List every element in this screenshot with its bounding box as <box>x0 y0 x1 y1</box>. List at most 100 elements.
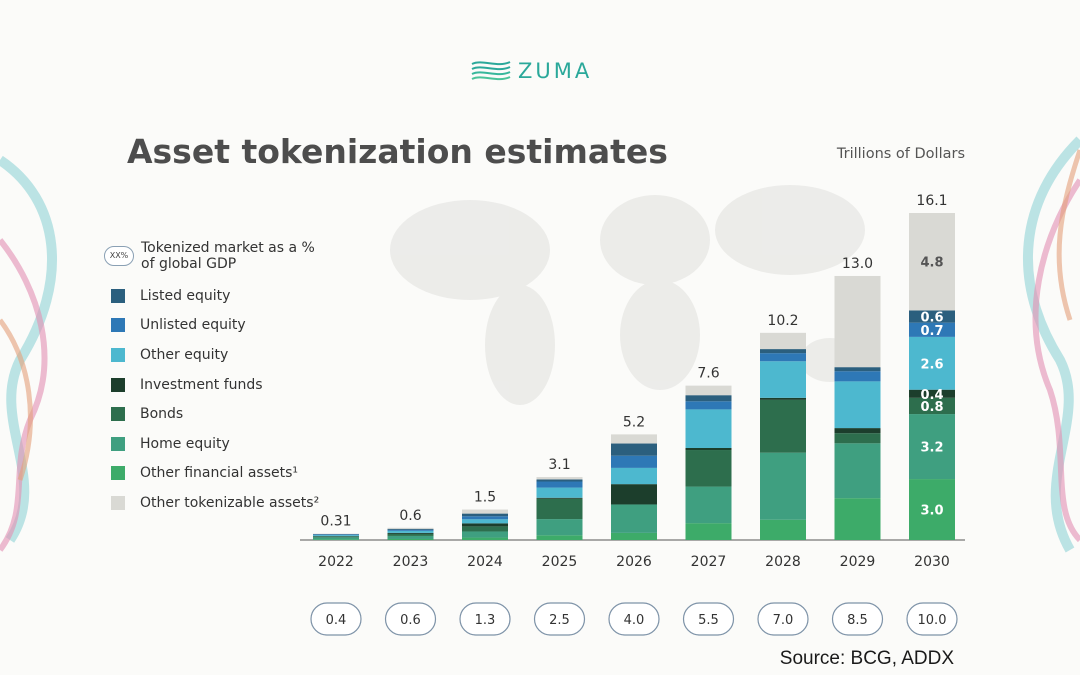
bar-segment <box>685 385 732 396</box>
legend-item: Unlisted equity <box>104 311 364 341</box>
legend-label: Home equity <box>140 435 230 452</box>
segment-label: 0.7 <box>920 324 943 339</box>
gdp-oval <box>459 602 511 636</box>
x-tick-label: 2026 <box>616 554 652 570</box>
bar-segment <box>760 399 806 453</box>
gdp-oval <box>682 602 735 636</box>
bar-segment <box>313 534 359 536</box>
bar-total-label: 0.6 <box>399 508 421 524</box>
bar-total-label: 1.5 <box>474 490 496 506</box>
bar-segment <box>834 381 881 429</box>
legend-label: Other financial assets¹ <box>140 465 299 482</box>
bar-segment <box>685 523 732 540</box>
legend-swatch <box>111 288 125 303</box>
legend-swatch <box>111 436 125 451</box>
gdp-oval <box>831 602 884 636</box>
legend-item: Other equity <box>104 340 364 370</box>
x-tick-label: 2027 <box>691 554 727 570</box>
bar-segment <box>909 310 955 323</box>
zuma-wave-icon <box>471 61 511 81</box>
bar-segment <box>387 538 434 540</box>
bar-segment <box>685 401 732 410</box>
bar-segment <box>760 397 806 400</box>
legend-item: Investment funds <box>104 370 364 400</box>
bar-segment <box>462 526 508 532</box>
legend-gdp-item: XX% Tokenized market as a % of global GD… <box>104 240 364 272</box>
legend-label: Listed equity <box>140 287 231 304</box>
gdp-oval-marker: XX% <box>104 246 134 266</box>
brand-logo: ZUMA <box>470 56 592 86</box>
segment-label: 0.4 <box>920 388 943 403</box>
legend-item: Home equity <box>104 429 364 459</box>
gdp-pct-label: 4.0 <box>624 613 645 628</box>
bar-segment <box>909 479 955 540</box>
bar-segment <box>611 434 657 444</box>
unit-label: Trillions of Dollars <box>836 146 965 162</box>
segment-label: 3.0 <box>920 504 943 519</box>
bar-segment <box>387 529 434 531</box>
gdp-pct-label: 7.0 <box>773 613 794 628</box>
bar-segment <box>834 428 881 434</box>
bar-segment <box>313 537 359 540</box>
source-note: Source: BCG, ADDX <box>779 648 954 669</box>
legend-label: Bonds <box>140 406 184 423</box>
bar-segment <box>909 336 955 390</box>
bar-segment <box>611 443 657 456</box>
bar-segment <box>387 528 434 530</box>
bar-total-label: 5.2 <box>623 414 645 430</box>
gdp-oval <box>757 602 809 636</box>
gdp-oval <box>533 602 586 636</box>
bar-segment <box>536 498 583 520</box>
bar-segment <box>536 481 583 488</box>
bar-segment <box>387 535 434 539</box>
bar-segment <box>611 467 657 485</box>
bar-segment <box>611 504 657 533</box>
bar-segment <box>387 527 434 529</box>
segment-label: 4.8 <box>920 256 943 271</box>
bar-total-label: 10.2 <box>767 313 798 329</box>
right-decoration <box>1023 136 1080 553</box>
bar-segment <box>834 443 881 499</box>
bar-segment <box>834 498 881 540</box>
bar-segment <box>834 275 881 368</box>
bar-segment <box>611 532 657 540</box>
bar-segment <box>462 509 508 514</box>
bar-segment <box>760 452 806 520</box>
bar-segment <box>462 537 508 540</box>
bar-segment <box>536 535 583 540</box>
legend-item: Other financial assets¹ <box>104 459 364 489</box>
bar-segment <box>387 533 434 536</box>
legend-item: Bonds <box>104 399 364 429</box>
legend-item: Other tokenizable assets² <box>104 488 364 518</box>
bar-segment <box>909 389 955 398</box>
gdp-oval <box>906 602 958 636</box>
bar-total-label: 3.1 <box>548 457 570 473</box>
legend-swatch <box>111 466 125 481</box>
bar-total-label: 7.6 <box>697 366 719 382</box>
segment-label: 2.6 <box>920 357 943 372</box>
gdp-pct-label: 8.5 <box>847 613 868 628</box>
segment-label: 0.6 <box>920 311 943 326</box>
gdp-oval <box>310 602 362 636</box>
segment-label: 3.2 <box>920 441 943 456</box>
x-tick-label: 2030 <box>914 554 950 570</box>
bar-segment <box>685 450 732 487</box>
x-tick-label: 2024 <box>467 554 503 570</box>
bar-segment <box>760 353 806 362</box>
gdp-legend-label: Tokenized market as a % of global GDP <box>141 240 315 272</box>
chart-legend: XX% Tokenized market as a % of global GD… <box>104 240 364 518</box>
x-tick-label: 2022 <box>318 554 354 570</box>
bar-segment <box>685 395 732 402</box>
bar-segment <box>685 409 732 448</box>
bar-segment <box>536 479 583 482</box>
legend-label: Other equity <box>140 346 229 363</box>
bar-segment <box>760 519 806 540</box>
bar-segment <box>462 531 508 538</box>
bar-segment <box>462 519 508 524</box>
bar-total-label: 16.1 <box>916 193 947 209</box>
bar-segment <box>909 397 955 415</box>
gdp-pct-label: 0.4 <box>326 613 347 628</box>
bar-segment <box>834 371 881 382</box>
bar-segment <box>462 516 508 520</box>
